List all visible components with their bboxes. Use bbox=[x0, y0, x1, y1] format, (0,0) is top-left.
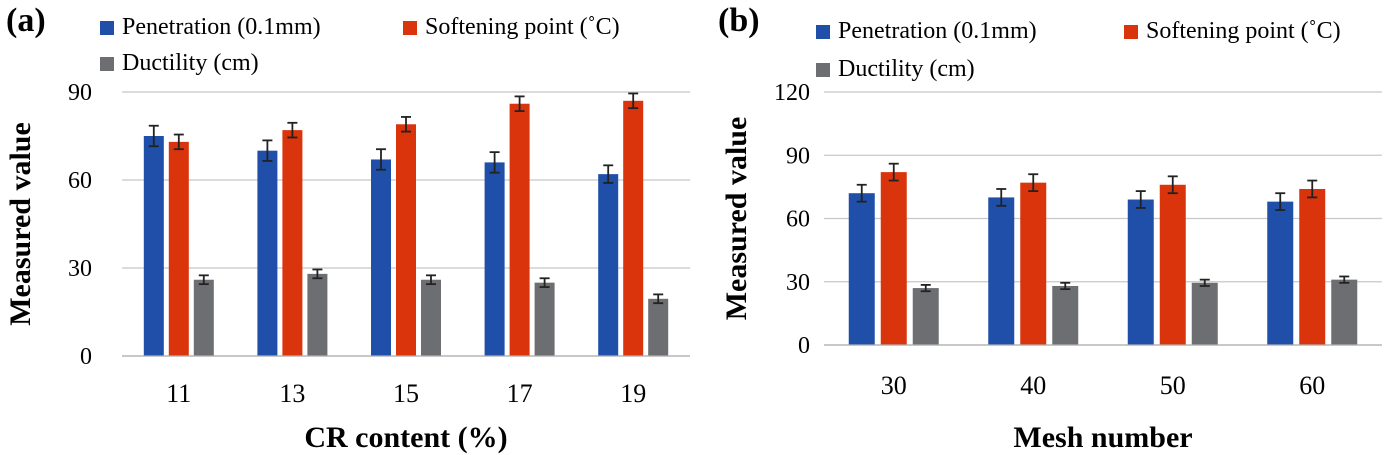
legend-label-softening-point: Softening point (˚C) bbox=[1146, 18, 1341, 44]
bar bbox=[1299, 188, 1326, 345]
legend-swatch-penetration bbox=[816, 24, 830, 39]
bar bbox=[168, 141, 189, 356]
bar bbox=[880, 172, 907, 345]
bar bbox=[1331, 279, 1358, 345]
bar bbox=[1052, 285, 1079, 345]
legend-label-ductility: Ductility (cm) bbox=[122, 50, 259, 76]
legend-item-softening-point: Softening point (˚C) bbox=[1124, 18, 1341, 45]
x-tick-label: 50 bbox=[1160, 371, 1186, 400]
legend-item-softening-point: Softening point (˚C) bbox=[403, 14, 620, 41]
bar bbox=[193, 279, 214, 356]
bar bbox=[396, 124, 416, 357]
legend-item-penetration: Penetration (0.1mm) bbox=[816, 18, 1037, 45]
y-axis-title: Measured value bbox=[4, 122, 37, 326]
legend-swatch-ductility bbox=[816, 62, 830, 77]
bar bbox=[848, 193, 875, 345]
legend-label-softening-point: Softening point (˚C) bbox=[425, 14, 620, 40]
x-axis-title: CR content (%) bbox=[304, 421, 507, 454]
legend-item-ductility: Ductility (cm) bbox=[816, 56, 975, 83]
x-tick-label: 30 bbox=[881, 371, 907, 400]
bar bbox=[623, 100, 644, 356]
y-tick-label: 120 bbox=[774, 80, 810, 106]
legend-swatch-softening-point bbox=[403, 20, 417, 35]
y-axis-title: Measured value bbox=[720, 117, 753, 321]
bar bbox=[648, 298, 669, 356]
panel-label: (b) bbox=[718, 2, 760, 39]
y-tick-label: 90 bbox=[68, 80, 92, 106]
bar bbox=[282, 130, 303, 356]
bar bbox=[988, 197, 1015, 345]
y-tick-label: 0 bbox=[80, 344, 92, 370]
bar bbox=[1020, 182, 1047, 345]
x-tick-label: 15 bbox=[393, 379, 419, 408]
legend-item-ductility: Ductility (cm) bbox=[100, 50, 259, 77]
y-tick-label: 60 bbox=[68, 168, 92, 194]
bar bbox=[307, 273, 328, 356]
chart-panel-a: (a) Penetration (0.1mm) Softening point … bbox=[4, 2, 690, 454]
bar bbox=[143, 136, 164, 356]
bar bbox=[421, 279, 441, 356]
x-tick-label: 40 bbox=[1020, 371, 1046, 400]
bar bbox=[1159, 184, 1186, 345]
x-tick-label: 60 bbox=[1299, 371, 1325, 400]
legend-swatch-softening-point bbox=[1124, 24, 1138, 39]
bar bbox=[598, 174, 619, 356]
x-tick-label: 19 bbox=[620, 379, 646, 408]
y-tick-label: 30 bbox=[786, 270, 810, 296]
legend-label-penetration: Penetration (0.1mm) bbox=[838, 18, 1037, 44]
bar bbox=[371, 159, 391, 356]
legend-item-penetration: Penetration (0.1mm) bbox=[100, 14, 321, 41]
x-tick-label: 13 bbox=[279, 379, 305, 408]
y-tick-label: 60 bbox=[786, 207, 810, 233]
bar bbox=[1267, 201, 1294, 345]
y-tick-label: 90 bbox=[786, 143, 810, 169]
legend-label-penetration: Penetration (0.1mm) bbox=[122, 14, 321, 40]
bar-chart-a: 0 30 60 90 11 13 15 17 19 CR content (%) Measured … bbox=[4, 80, 690, 454]
bar bbox=[484, 162, 505, 356]
bar bbox=[534, 282, 555, 356]
x-tick-label: 17 bbox=[507, 379, 533, 408]
x-axis-title: Mesh number bbox=[1013, 421, 1192, 454]
chart-panel-b: (b) Penetration (0.1mm) Softening point … bbox=[712, 0, 1400, 455]
legend-swatch-penetration bbox=[100, 20, 114, 35]
panel-label: (a) bbox=[6, 2, 46, 39]
bar bbox=[257, 150, 278, 356]
bar-chart-b: 0 30 60 90 120 30 40 50 60 Mesh number Measured va… bbox=[720, 80, 1382, 454]
y-tick-label: 0 bbox=[798, 333, 810, 359]
legend-label-ductility: Ductility (cm) bbox=[838, 56, 975, 82]
bar bbox=[1191, 282, 1218, 345]
legend-swatch-ductility bbox=[100, 56, 114, 71]
bar bbox=[912, 288, 939, 345]
y-tick-label: 30 bbox=[68, 256, 92, 282]
bar bbox=[1127, 199, 1154, 345]
x-tick-label: 11 bbox=[166, 379, 191, 408]
bar bbox=[509, 103, 530, 356]
